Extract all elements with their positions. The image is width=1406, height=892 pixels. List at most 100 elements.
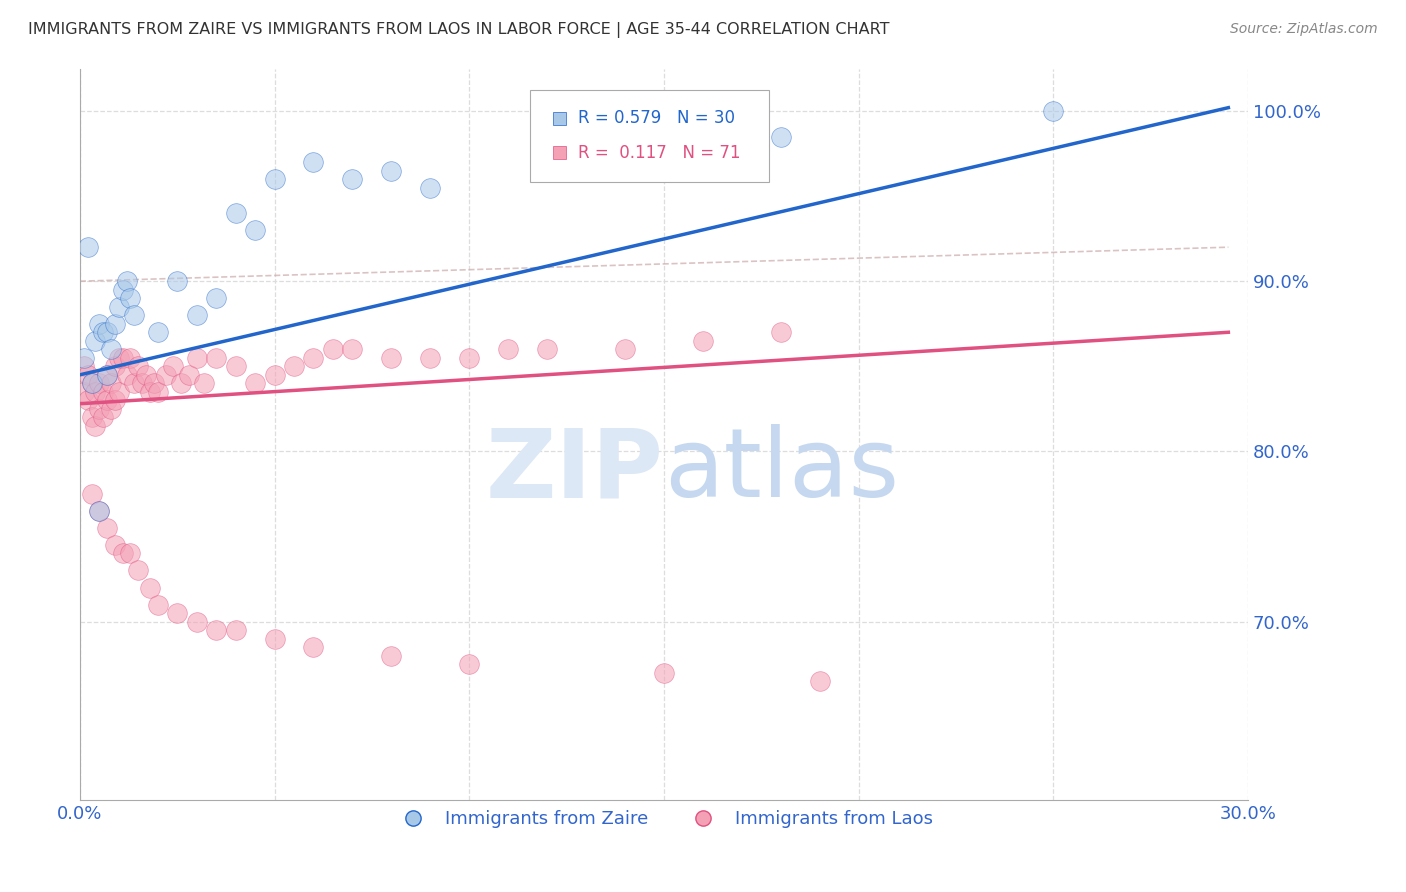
Point — [575, 146, 598, 161]
Point — [131, 376, 153, 391]
Point — [80, 487, 103, 501]
Point — [243, 223, 266, 237]
Point — [302, 155, 325, 169]
Point — [342, 172, 364, 186]
Point — [225, 359, 247, 374]
Point — [225, 206, 247, 220]
Point — [91, 384, 114, 399]
Point — [769, 129, 792, 144]
Point — [205, 623, 228, 637]
Point — [89, 504, 111, 518]
Point — [96, 393, 118, 408]
Point — [243, 376, 266, 391]
Point — [205, 291, 228, 305]
Legend: Immigrants from Zaire, Immigrants from Laos: Immigrants from Zaire, Immigrants from L… — [388, 803, 941, 835]
Point — [177, 368, 200, 382]
Point — [107, 300, 129, 314]
Point — [84, 418, 107, 433]
Point — [142, 376, 165, 391]
Point — [104, 359, 127, 374]
Point — [419, 351, 441, 365]
Text: IMMIGRANTS FROM ZAIRE VS IMMIGRANTS FROM LAOS IN LABOR FORCE | AGE 35-44 CORRELA: IMMIGRANTS FROM ZAIRE VS IMMIGRANTS FROM… — [28, 22, 890, 38]
Point — [91, 410, 114, 425]
Point — [263, 632, 285, 646]
Point — [263, 172, 285, 186]
Point — [107, 384, 129, 399]
Point — [283, 359, 305, 374]
Bar — [553, 112, 567, 125]
Point — [120, 291, 142, 305]
Point — [342, 343, 364, 357]
Point — [89, 504, 111, 518]
Point — [186, 351, 208, 365]
FancyBboxPatch shape — [530, 90, 769, 182]
Point — [115, 274, 138, 288]
Point — [100, 343, 122, 357]
Point — [96, 368, 118, 382]
Point — [100, 401, 122, 416]
Point — [146, 598, 169, 612]
Point — [127, 359, 149, 374]
Point — [73, 351, 96, 365]
Bar — [553, 146, 567, 160]
Point — [186, 615, 208, 629]
Point — [613, 343, 636, 357]
Point — [76, 368, 98, 382]
Point — [104, 393, 127, 408]
Point — [124, 376, 146, 391]
Point — [155, 368, 177, 382]
Point — [89, 376, 111, 391]
Point — [84, 384, 107, 399]
Point — [186, 308, 208, 322]
Point — [73, 359, 96, 374]
Point — [652, 665, 675, 680]
Point — [127, 564, 149, 578]
Point — [91, 326, 114, 340]
Point — [76, 240, 98, 254]
Point — [166, 274, 188, 288]
Point — [104, 538, 127, 552]
Text: R =  0.117   N = 71: R = 0.117 N = 71 — [578, 144, 741, 161]
Point — [96, 326, 118, 340]
Point — [124, 308, 146, 322]
Point — [89, 317, 111, 331]
Point — [111, 283, 134, 297]
Point — [380, 163, 402, 178]
Point — [263, 368, 285, 382]
Point — [100, 376, 122, 391]
Point — [769, 326, 792, 340]
Point — [135, 368, 157, 382]
Point — [170, 376, 193, 391]
Point — [692, 334, 714, 348]
Point — [225, 623, 247, 637]
Point — [193, 376, 215, 391]
Point — [808, 674, 831, 689]
Point — [89, 401, 111, 416]
Point — [120, 351, 142, 365]
Point — [302, 351, 325, 365]
Point — [205, 351, 228, 365]
Point — [162, 359, 184, 374]
Point — [107, 351, 129, 365]
Text: Source: ZipAtlas.com: Source: ZipAtlas.com — [1230, 22, 1378, 37]
Point — [302, 640, 325, 654]
Point — [496, 343, 519, 357]
Point — [104, 317, 127, 331]
Text: ZIP: ZIP — [486, 425, 664, 517]
Point — [120, 546, 142, 560]
Point — [380, 648, 402, 663]
Point — [80, 376, 103, 391]
Point — [322, 343, 344, 357]
Point — [111, 351, 134, 365]
Text: atlas: atlas — [664, 425, 898, 517]
Point — [536, 343, 558, 357]
Point — [96, 521, 118, 535]
Point — [1042, 104, 1064, 119]
Point — [76, 393, 98, 408]
Point — [111, 546, 134, 560]
Point — [80, 376, 103, 391]
Text: R = 0.579   N = 30: R = 0.579 N = 30 — [578, 109, 735, 127]
Point — [115, 368, 138, 382]
Point — [458, 657, 481, 671]
Point — [80, 410, 103, 425]
